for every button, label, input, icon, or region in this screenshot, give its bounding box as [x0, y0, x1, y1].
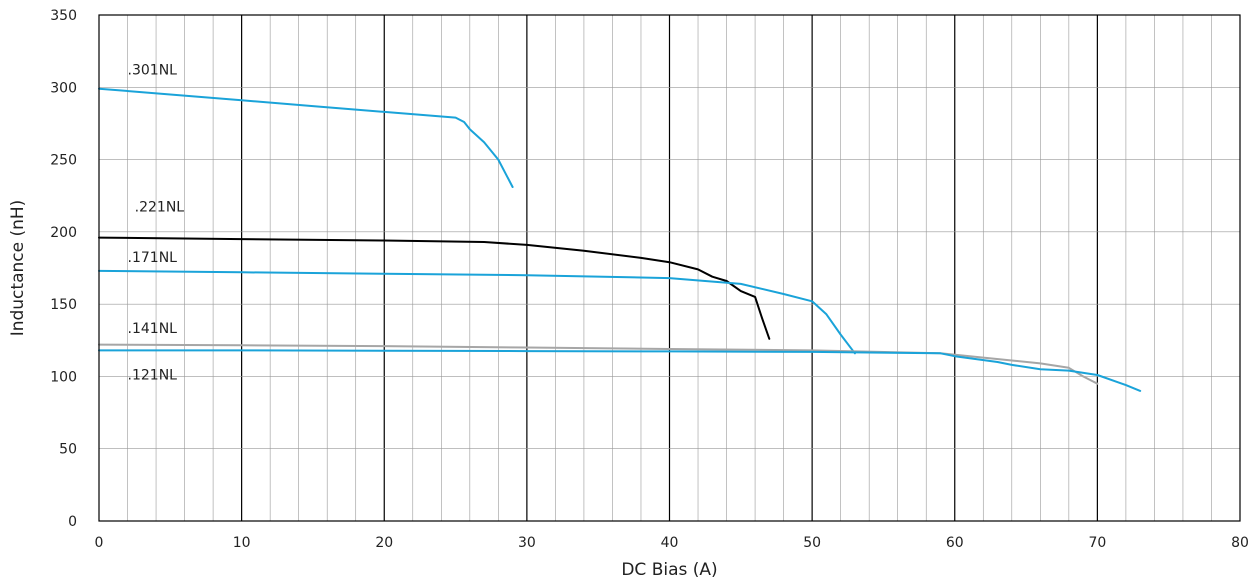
y-tick-label: 150	[50, 297, 77, 313]
series-label-301nl: .301NL	[128, 62, 178, 78]
grid	[99, 15, 1240, 521]
x-tick-label: 60	[946, 535, 964, 551]
x-tick-label: 80	[1231, 535, 1249, 551]
series-label-121nl: .121NL	[128, 367, 178, 383]
x-axis-title: DC Bias (A)	[621, 560, 717, 580]
series-line-121nl	[98, 349, 1142, 392]
series-label-221nl: .221NL	[135, 200, 185, 216]
y-tick-label: 250	[50, 153, 77, 169]
y-tick-label: 50	[59, 442, 77, 458]
x-axis-ticks: 0 10 20 30 40 50 60 70 80	[95, 535, 1249, 551]
y-tick-label: 300	[50, 80, 77, 96]
y-tick-label: 100	[50, 369, 77, 385]
x-tick-label: 50	[803, 535, 821, 551]
series-label-171nl: .171NL	[128, 250, 178, 266]
y-tick-label: 350	[50, 8, 77, 24]
x-tick-label: 30	[518, 535, 536, 551]
series-line-221nl	[98, 236, 771, 340]
x-tick-label: 20	[375, 535, 393, 551]
y-axis-title: Inductance (nH)	[8, 200, 28, 337]
x-tick-label: 70	[1088, 535, 1106, 551]
y-tick-label: 200	[50, 225, 77, 241]
series-labels: .301NL .221NL .171NL .141NL .121NL	[128, 62, 185, 383]
x-tick-label: 10	[233, 535, 251, 551]
x-tick-label: 0	[95, 535, 104, 551]
series-label-141nl: .141NL	[128, 321, 178, 337]
y-tick-label: 0	[68, 514, 77, 530]
series-line-301nl	[98, 87, 514, 188]
plot-frame	[98, 14, 1241, 522]
x-tick-label: 40	[661, 535, 679, 551]
series-lines	[98, 87, 1142, 392]
series-line-171nl	[98, 269, 856, 355]
y-axis-ticks: 0 50 100 150 200 250 300 350	[50, 8, 77, 530]
